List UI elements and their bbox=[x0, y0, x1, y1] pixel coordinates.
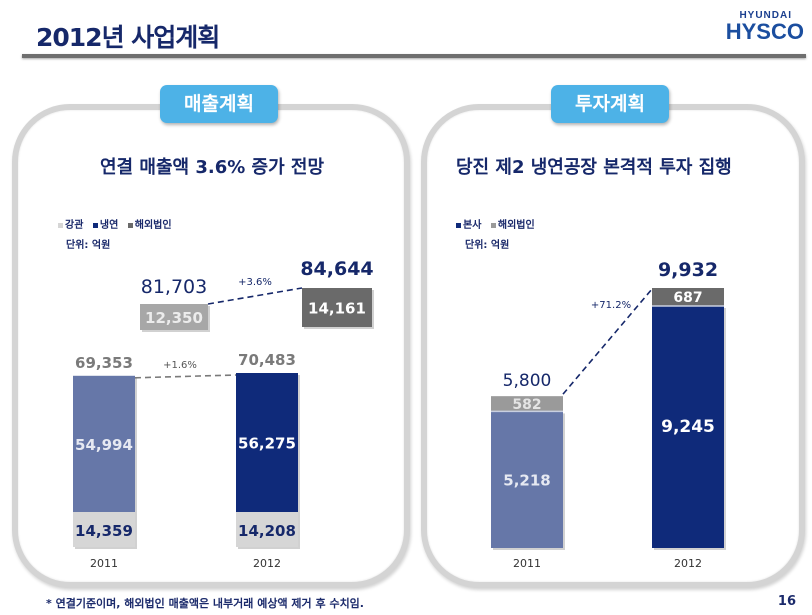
label-hq-2011: 5,218 bbox=[503, 472, 550, 490]
investment-heading: 당진 제2 냉연공장 본격적 투자 집행 bbox=[456, 157, 732, 178]
bar-overseas-2011 bbox=[140, 304, 208, 330]
legend-item-cold-rolled: 냉연 bbox=[92, 220, 119, 231]
x-tick-2011: 2011 bbox=[90, 557, 118, 570]
legend-item-overseas: 해외법인 bbox=[490, 220, 535, 231]
label-cold-rolled-2011: 54,994 bbox=[75, 436, 133, 454]
bar-hq-2012 bbox=[652, 305, 724, 548]
domestic-growth-label: +1.6% bbox=[163, 360, 197, 371]
x-tick-2012: 2012 bbox=[253, 557, 281, 570]
label-pipe-2011: 14,359 bbox=[75, 522, 133, 540]
legend-swatch-overseas bbox=[127, 222, 133, 228]
legend-label: 해외법인 bbox=[497, 220, 535, 231]
legend-swatch-overseas bbox=[490, 222, 496, 228]
label-hq-2012: 9,245 bbox=[661, 417, 715, 437]
legend-swatch-pipe bbox=[58, 222, 63, 228]
legend-label: 해외법인 bbox=[134, 220, 172, 231]
investment-unit-label: 단위: 억원 bbox=[465, 240, 510, 251]
investment-plan-panel bbox=[421, 104, 805, 588]
investment-growth-line bbox=[562, 288, 653, 395]
sales-heading: 연결 매출액 3.6% 증가 전망 bbox=[100, 157, 325, 178]
label-domestic-total-2012: 70,483 bbox=[238, 351, 296, 369]
legend-label: 강관 bbox=[65, 220, 84, 231]
bar-hq-2011 bbox=[491, 411, 563, 548]
sales-unit-label: 단위: 억원 bbox=[66, 240, 111, 251]
logo-hyundai-text: HYUNDAI bbox=[739, 10, 792, 21]
label-invest-total-2011: 5,800 bbox=[503, 371, 552, 391]
bar-overseas-invest-2012 bbox=[652, 288, 724, 306]
domestic-growth-line bbox=[134, 374, 237, 379]
legend-item-pipe: 강관 bbox=[58, 220, 83, 231]
company-logo: HYUNDAI HYSCO bbox=[726, 10, 804, 43]
consolidated-growth-label: +3.6% bbox=[238, 277, 272, 288]
consolidated-growth-line bbox=[207, 287, 303, 305]
page-number: 16 bbox=[777, 594, 796, 609]
label-overseas-invest-2012: 687 bbox=[673, 290, 702, 306]
label-invest-total-2012: 9,932 bbox=[658, 259, 718, 281]
bar-pipe-2012 bbox=[236, 512, 298, 547]
bar-overseas-invest-2011 bbox=[491, 396, 563, 412]
legend-swatch-cold-rolled bbox=[92, 222, 98, 228]
label-cold-rolled-2012: 56,275 bbox=[238, 435, 296, 453]
bar-overseas-2012 bbox=[302, 288, 372, 327]
footnote: * 연결기준이며, 해외법인 매출액은 내부거래 예상액 제거 후 수치임. bbox=[46, 597, 364, 610]
legend-label: 본사 bbox=[463, 220, 482, 231]
bar-cold-rolled-2012 bbox=[236, 373, 298, 512]
label-domestic-total-2011: 69,353 bbox=[75, 354, 133, 372]
logo-hysco-text: HYSCO bbox=[725, 19, 804, 44]
bar-pipe-2011 bbox=[73, 512, 135, 547]
label-overseas-2011: 12,350 bbox=[145, 309, 203, 327]
label-pipe-2012: 14,208 bbox=[238, 522, 296, 540]
investment-plan-tab: 투자계획 bbox=[551, 85, 669, 123]
label-consolidated-total-2012: 84,644 bbox=[300, 258, 373, 280]
sales-legend: 강관 냉연 해외법인 bbox=[58, 216, 178, 231]
legend-label: 냉연 bbox=[99, 220, 119, 231]
label-overseas-2012: 14,161 bbox=[308, 300, 366, 318]
sales-plan-tab: 매출계획 bbox=[160, 85, 278, 123]
label-consolidated-total-2011: 81,703 bbox=[141, 276, 207, 298]
legend-item-hq: 본사 bbox=[456, 220, 481, 231]
page-title: 2012년 사업계획 bbox=[36, 23, 220, 52]
label-overseas-invest-2011: 582 bbox=[512, 397, 541, 413]
investment-legend: 본사 해외법인 bbox=[456, 216, 541, 231]
x-tick-invest-2011: 2011 bbox=[513, 557, 541, 570]
investment-growth-label: +71.2% bbox=[591, 300, 631, 311]
bar-cold-rolled-2011 bbox=[73, 375, 135, 512]
legend-item-overseas: 해외법인 bbox=[127, 220, 172, 231]
title-divider bbox=[22, 54, 806, 58]
x-tick-invest-2012: 2012 bbox=[674, 557, 702, 570]
legend-swatch-hq bbox=[456, 222, 461, 228]
